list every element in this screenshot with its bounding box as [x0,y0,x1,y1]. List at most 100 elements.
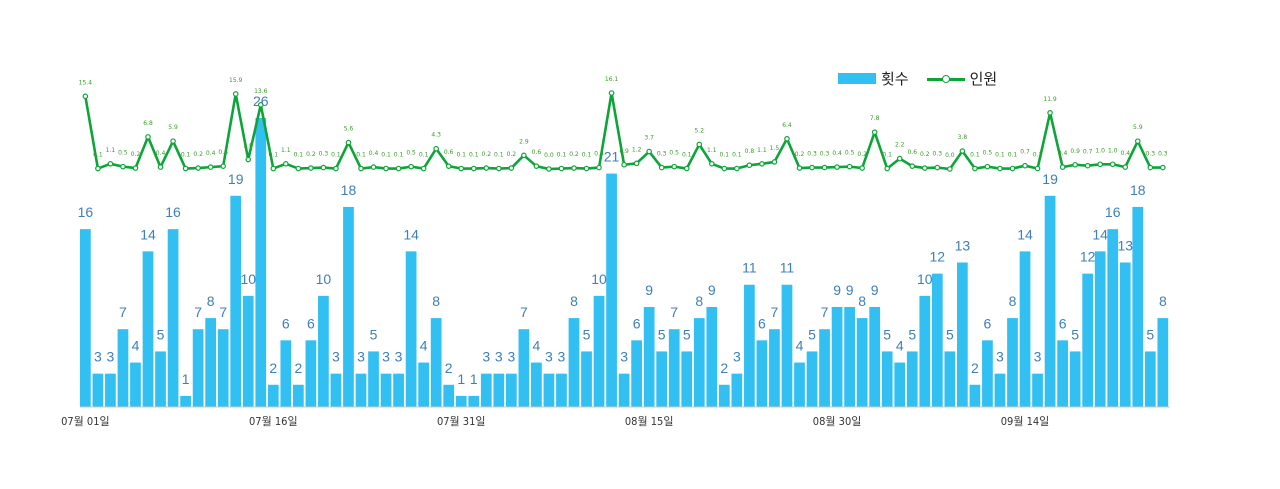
bar[interactable] [931,273,943,407]
line-point[interactable] [170,138,176,144]
line-point[interactable] [433,145,439,152]
bar[interactable] [982,340,993,407]
bar[interactable] [368,351,379,407]
line-point[interactable] [583,165,590,172]
line-point[interactable] [608,90,615,96]
line-point[interactable] [145,134,151,140]
line-point[interactable] [120,163,126,170]
line-point[interactable] [207,164,214,170]
line-point[interactable] [483,165,490,171]
line-point[interactable] [408,163,414,170]
bar[interactable] [418,362,430,407]
line-point[interactable] [295,165,302,172]
bar[interactable] [906,351,918,407]
bar[interactable] [794,362,805,407]
line-point[interactable] [1160,164,1166,171]
line-point[interactable] [834,164,840,170]
line-point[interactable] [821,164,828,171]
line-point[interactable] [696,141,703,148]
line-point[interactable] [220,163,226,169]
bar[interactable] [255,118,267,407]
line-point[interactable] [95,165,101,172]
bar[interactable] [1082,273,1094,407]
line-point[interactable] [533,163,540,169]
line-point[interactable] [1072,161,1078,168]
line-point[interactable] [283,161,289,167]
bar[interactable] [430,318,442,407]
line-point[interactable] [320,164,327,171]
line-point[interactable] [934,164,941,171]
bar[interactable] [919,295,931,407]
line-point[interactable] [809,164,815,171]
bar[interactable] [593,295,605,407]
line-point[interactable] [496,165,502,172]
bar[interactable] [806,351,818,407]
bar[interactable] [656,351,668,407]
bar[interactable] [781,284,793,407]
line-point[interactable] [1047,110,1053,116]
bar[interactable] [217,329,229,407]
line-point[interactable] [846,163,853,170]
bar[interactable] [581,351,592,407]
bar[interactable] [744,284,755,407]
bar[interactable] [192,329,204,407]
bar[interactable] [894,362,906,407]
bar[interactable] [556,373,567,407]
line-point[interactable] [658,164,665,171]
bar[interactable] [267,384,279,407]
bar[interactable] [155,351,166,407]
line-point[interactable] [232,91,239,97]
line-point[interactable] [1147,164,1154,171]
bar[interactable] [618,373,630,407]
bar[interactable] [205,318,217,407]
line-point[interactable] [571,165,577,171]
bar[interactable] [405,251,417,407]
bar[interactable] [92,373,104,407]
bar[interactable] [305,340,317,407]
line-point[interactable] [683,165,690,172]
bar[interactable] [292,384,304,407]
line-point[interactable] [633,160,640,167]
line-point[interactable] [596,164,602,171]
bar[interactable] [443,384,455,407]
line-point[interactable] [1034,165,1041,172]
bar[interactable] [330,373,342,407]
line-point[interactable] [470,165,477,172]
bar[interactable] [1144,351,1156,407]
bar[interactable] [230,195,242,407]
line-point[interactable] [959,148,966,154]
line-point[interactable] [345,139,352,146]
bar[interactable] [668,329,680,407]
line-point[interactable] [195,165,201,171]
line-point[interactable] [896,155,903,162]
line-point[interactable] [646,148,652,155]
line-point[interactable] [370,164,377,170]
bar[interactable] [606,173,617,407]
bar[interactable] [819,329,830,407]
line-point[interactable] [1022,162,1028,169]
legend-item-bar[interactable]: 횟수 [838,68,909,89]
line-point[interactable] [871,129,878,135]
bar[interactable] [130,362,141,407]
bar[interactable] [480,373,492,407]
line-point[interactable] [521,152,527,159]
line-point[interactable] [157,164,164,170]
bar[interactable] [844,306,855,407]
bar[interactable] [831,306,843,407]
line-point[interactable] [458,165,465,172]
line-point[interactable] [759,161,765,167]
line-point[interactable] [859,165,865,171]
line-point[interactable] [82,93,89,100]
line-point[interactable] [445,163,452,169]
line-point[interactable] [909,163,916,169]
line-point[interactable] [1084,162,1091,169]
bar[interactable] [105,373,116,407]
bar[interactable] [1157,318,1169,407]
line-point[interactable] [358,165,364,172]
line-point[interactable] [395,165,402,172]
line-point[interactable] [721,165,728,172]
line-point[interactable] [984,163,991,170]
line-point[interactable] [1009,165,1016,172]
bar[interactable] [531,362,542,407]
line-point[interactable] [1122,164,1129,170]
